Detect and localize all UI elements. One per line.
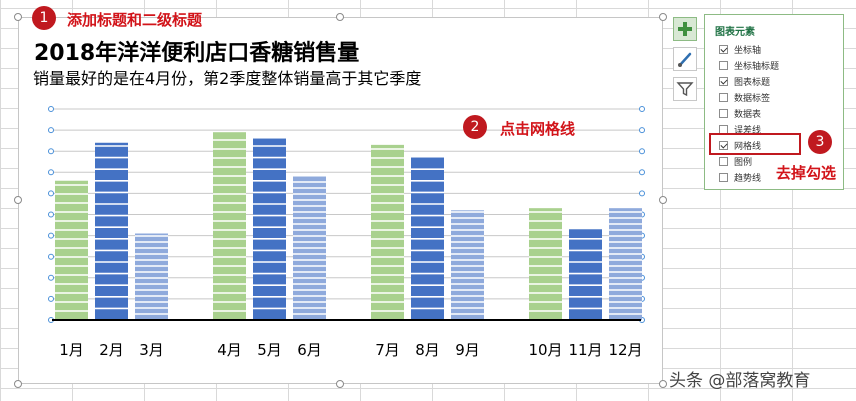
chart-element-option[interactable]: 数据标签 (719, 91, 770, 105)
chart-styles-button[interactable] (673, 47, 697, 71)
gridline-handle[interactable] (48, 274, 54, 281)
chart-title[interactable]: 2018年洋洋便利店口香糖销售量 (34, 41, 360, 66)
x-tick-label: 1月 (59, 341, 84, 359)
chart-element-checkbox[interactable] (719, 61, 728, 70)
x-tick-label: 5月 (257, 341, 282, 359)
gridline-handle[interactable] (48, 148, 54, 155)
chart-element-option[interactable]: 数据表 (719, 107, 761, 121)
resize-handle-top-right[interactable] (659, 13, 667, 21)
chart-element-label: 坐标轴标题 (734, 62, 780, 72)
gridline-handle[interactable] (48, 253, 54, 260)
chart-element-option[interactable]: 图表标题 (719, 75, 770, 89)
chart-element-checkbox[interactable] (719, 173, 728, 182)
step-3-marker: 3 (808, 130, 832, 154)
x-tick-label: 8月 (415, 341, 440, 359)
bar[interactable] (371, 144, 404, 320)
chart-element-checkbox[interactable] (719, 45, 728, 54)
x-tick-label: 2月 (99, 341, 124, 359)
chart-elements-panel: 图表元素 坐标轴坐标轴标题图表标题数据标签数据表误差线网格线图例趋势线 (704, 14, 844, 190)
gridline-handle[interactable] (639, 169, 645, 176)
gridline-handle[interactable] (48, 232, 54, 239)
chart-element-checkbox[interactable] (719, 157, 728, 166)
chart-elements-button[interactable] (673, 17, 697, 41)
resize-handle-top[interactable] (336, 13, 344, 21)
chart-element-option[interactable]: 网格线 (719, 139, 761, 153)
gridline-handle[interactable] (639, 106, 645, 112)
step-1-marker: 1 (32, 6, 56, 30)
resize-handle-left[interactable] (14, 196, 22, 204)
bar[interactable] (55, 180, 88, 320)
bar[interactable] (609, 208, 642, 320)
chart-element-label: 图例 (734, 158, 753, 168)
resize-handle-bottom-left[interactable] (14, 380, 22, 388)
panel-title: 图表元素 (715, 27, 755, 38)
chart-element-checkbox[interactable] (719, 141, 728, 150)
chart-subtitle[interactable]: 销量最好的是在4月份，第2季度整体销量高于其它季度 (33, 69, 422, 88)
x-tick-label: 7月 (375, 341, 400, 359)
gridline-handle[interactable] (48, 211, 54, 218)
chart-filters-button[interactable] (673, 77, 697, 101)
brush-icon (678, 52, 692, 67)
chart-element-checkbox[interactable] (719, 109, 728, 118)
resize-handle-bottom-right[interactable] (659, 380, 667, 388)
gridlines-highlight-box (709, 133, 801, 155)
x-tick-label: 12月 (608, 341, 642, 359)
chart-element-label: 图表标题 (734, 78, 771, 88)
step-2-note: 点击网格线 (500, 120, 576, 138)
chart-element-label: 数据标签 (734, 94, 771, 104)
gridline-handle[interactable] (48, 295, 54, 302)
chart-element-option[interactable]: 坐标轴标题 (719, 59, 779, 73)
chart-element-checkbox[interactable] (719, 77, 728, 86)
bar[interactable] (135, 233, 168, 320)
resize-handle-top-left[interactable] (14, 13, 22, 21)
bar[interactable] (253, 138, 286, 320)
x-tick-label: 3月 (139, 341, 164, 359)
chart-element-checkbox[interactable] (719, 93, 728, 102)
chart-element-option[interactable]: 坐标轴 (719, 43, 761, 57)
x-tick-label: 4月 (217, 341, 242, 359)
chart-element-option[interactable]: 趋势线 (719, 171, 761, 185)
chart-element-label: 坐标轴 (734, 46, 762, 56)
chart-element-label: 趋势线 (734, 174, 762, 184)
gridline-handle[interactable] (48, 127, 54, 134)
x-tick-label: 6月 (297, 341, 322, 359)
plus-icon (678, 22, 692, 36)
x-tick-label: 9月 (455, 341, 480, 359)
gridline-handle[interactable] (639, 148, 645, 155)
gridline-handle[interactable] (48, 169, 54, 176)
gridline-handle[interactable] (639, 190, 645, 197)
chart-element-label: 误差线 (734, 126, 762, 136)
x-tick-label: 11月 (568, 341, 602, 359)
resize-handle-right[interactable] (659, 196, 667, 204)
step-1-note: 添加标题和二级标题 (67, 11, 203, 29)
step-3-note: 去掉勾选 (776, 164, 837, 182)
chart-element-label: 网格线 (734, 142, 762, 152)
chart-element-option[interactable]: 图例 (719, 155, 752, 169)
gridline-handle[interactable] (639, 127, 645, 134)
filter-icon (676, 82, 694, 97)
x-tick-label: 10月 (528, 341, 562, 359)
gridline-handle[interactable] (48, 190, 54, 197)
bar[interactable] (529, 208, 562, 320)
resize-handle-bottom[interactable] (336, 380, 344, 388)
bar[interactable] (95, 142, 128, 320)
bar[interactable] (213, 132, 246, 320)
bar[interactable] (451, 210, 484, 320)
step-2-marker: 2 (463, 115, 487, 139)
watermark: 头条 @部落窝教育 (669, 371, 811, 391)
bar[interactable] (569, 229, 602, 320)
gridline-handle[interactable] (48, 106, 54, 112)
chart-element-label: 数据表 (734, 110, 762, 120)
